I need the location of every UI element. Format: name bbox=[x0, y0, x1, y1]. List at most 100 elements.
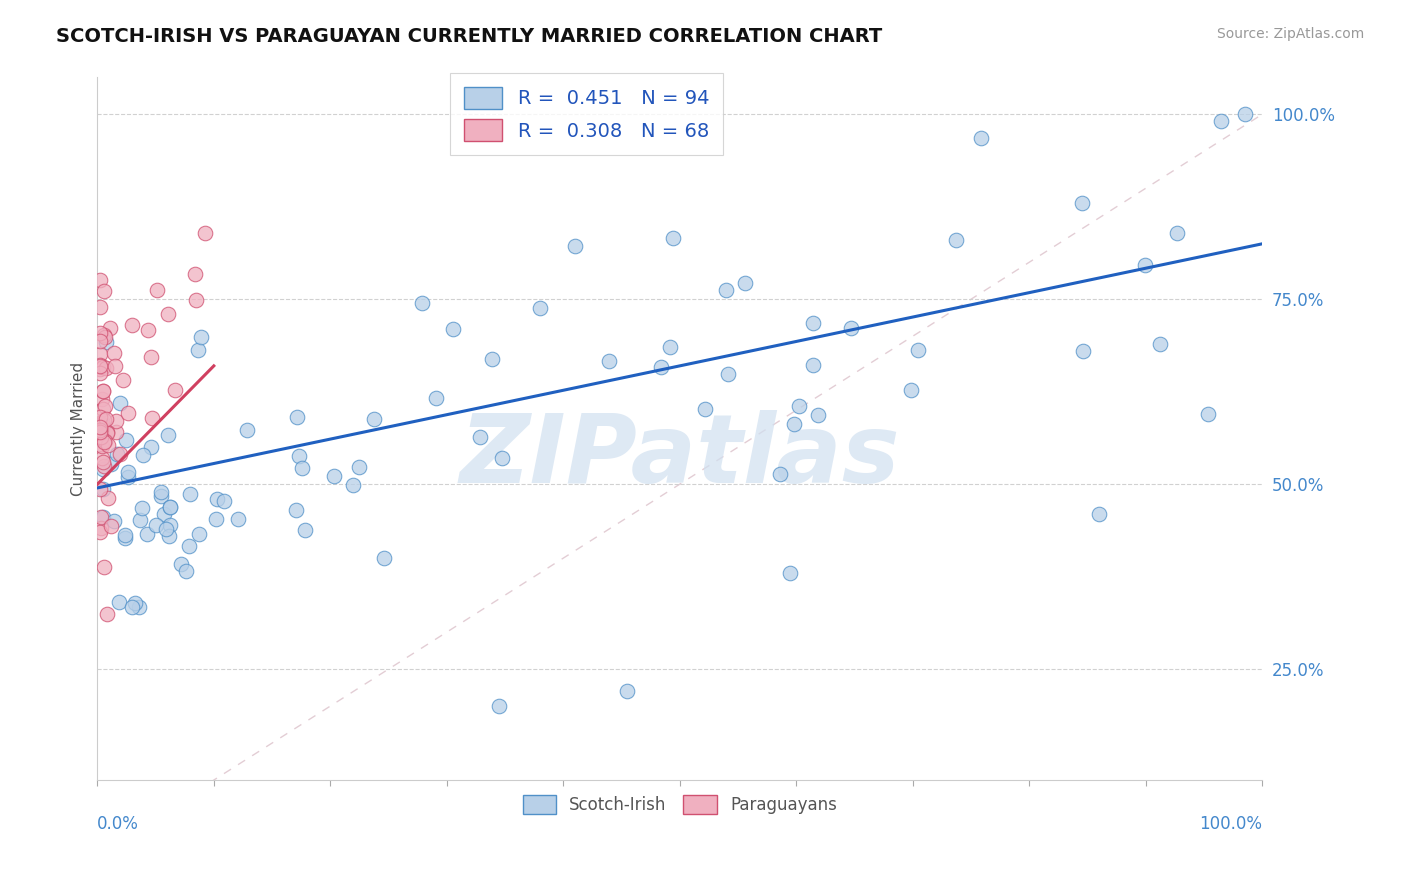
Point bbox=[110, 447, 132, 461]
Point bbox=[363, 412, 385, 426]
Point bbox=[89, 420, 111, 434]
Point bbox=[491, 450, 513, 465]
Point bbox=[90, 430, 112, 444]
Point bbox=[349, 460, 371, 475]
Point bbox=[90, 521, 112, 535]
Point bbox=[117, 406, 139, 420]
Point bbox=[156, 428, 179, 442]
Point bbox=[96, 425, 118, 439]
Point bbox=[107, 594, 129, 608]
Point bbox=[159, 517, 181, 532]
Point bbox=[132, 448, 155, 462]
Point bbox=[529, 301, 551, 315]
Text: SCOTCH-IRISH VS PARAGUAYAN CURRENTLY MARRIED CORRELATION CHART: SCOTCH-IRISH VS PARAGUAYAN CURRENTLY MAR… bbox=[56, 27, 883, 45]
Point bbox=[184, 267, 207, 281]
Point bbox=[96, 426, 118, 441]
Point bbox=[114, 531, 136, 545]
Point bbox=[214, 494, 236, 508]
Y-axis label: Currently Married: Currently Married bbox=[72, 361, 86, 496]
Point bbox=[661, 230, 683, 244]
Point bbox=[89, 425, 111, 439]
Point bbox=[128, 513, 150, 527]
Point bbox=[564, 239, 586, 253]
Point bbox=[136, 527, 159, 541]
Point bbox=[1197, 407, 1219, 421]
Point bbox=[801, 358, 824, 372]
Point bbox=[89, 410, 111, 425]
Legend: Scotch-Irish, Paraguayans: Scotch-Irish, Paraguayans bbox=[516, 789, 844, 821]
Point bbox=[157, 307, 180, 321]
Point bbox=[149, 484, 172, 499]
Point bbox=[93, 284, 115, 298]
Point bbox=[176, 564, 198, 578]
Point bbox=[481, 351, 503, 366]
Point bbox=[89, 273, 111, 287]
Point bbox=[141, 411, 163, 425]
Point bbox=[801, 316, 824, 330]
Point bbox=[1149, 336, 1171, 351]
Point bbox=[659, 341, 682, 355]
Point bbox=[145, 283, 167, 297]
Point bbox=[89, 482, 111, 496]
Point bbox=[136, 323, 159, 337]
Point bbox=[91, 439, 114, 453]
Point bbox=[108, 396, 131, 410]
Point bbox=[205, 491, 228, 506]
Point bbox=[184, 293, 207, 307]
Point bbox=[121, 600, 143, 615]
Point bbox=[945, 233, 967, 247]
Point bbox=[91, 510, 114, 524]
Point bbox=[89, 425, 111, 439]
Point bbox=[91, 483, 114, 497]
Point bbox=[89, 326, 111, 340]
Point bbox=[94, 399, 117, 413]
Point bbox=[112, 372, 135, 386]
Point bbox=[598, 353, 620, 368]
Point bbox=[103, 346, 125, 360]
Point bbox=[91, 384, 114, 399]
Point bbox=[650, 359, 672, 374]
Point bbox=[89, 360, 111, 375]
Point bbox=[93, 435, 115, 450]
Point bbox=[1166, 227, 1188, 241]
Point bbox=[734, 276, 756, 290]
Point bbox=[89, 300, 111, 314]
Point bbox=[94, 335, 117, 350]
Point bbox=[105, 425, 128, 439]
Point bbox=[93, 330, 115, 344]
Point bbox=[373, 551, 395, 566]
Point bbox=[769, 467, 792, 482]
Point bbox=[288, 450, 311, 464]
Point bbox=[807, 408, 830, 422]
Point bbox=[179, 539, 201, 553]
Point bbox=[783, 417, 806, 431]
Point bbox=[90, 450, 112, 465]
Point bbox=[93, 384, 115, 399]
Point bbox=[93, 434, 115, 448]
Point bbox=[93, 559, 115, 574]
Point bbox=[839, 321, 862, 335]
Point bbox=[89, 524, 111, 539]
Text: ZIPatlas: ZIPatlas bbox=[460, 410, 900, 503]
Point bbox=[131, 500, 153, 515]
Point bbox=[411, 296, 433, 310]
Point bbox=[779, 566, 801, 580]
Point bbox=[121, 318, 143, 332]
Point bbox=[1071, 344, 1094, 359]
Point bbox=[616, 684, 638, 698]
Point bbox=[165, 383, 187, 397]
Point bbox=[717, 367, 740, 381]
Point bbox=[115, 433, 138, 447]
Point bbox=[89, 359, 111, 373]
Point bbox=[907, 343, 929, 358]
Point bbox=[149, 489, 172, 503]
Point bbox=[89, 366, 111, 380]
Point bbox=[89, 423, 111, 437]
Point bbox=[117, 470, 139, 484]
Point bbox=[96, 607, 118, 621]
Point bbox=[91, 392, 114, 407]
Point bbox=[100, 457, 122, 471]
Point bbox=[94, 412, 117, 426]
Point bbox=[1133, 258, 1156, 272]
Point bbox=[488, 699, 510, 714]
